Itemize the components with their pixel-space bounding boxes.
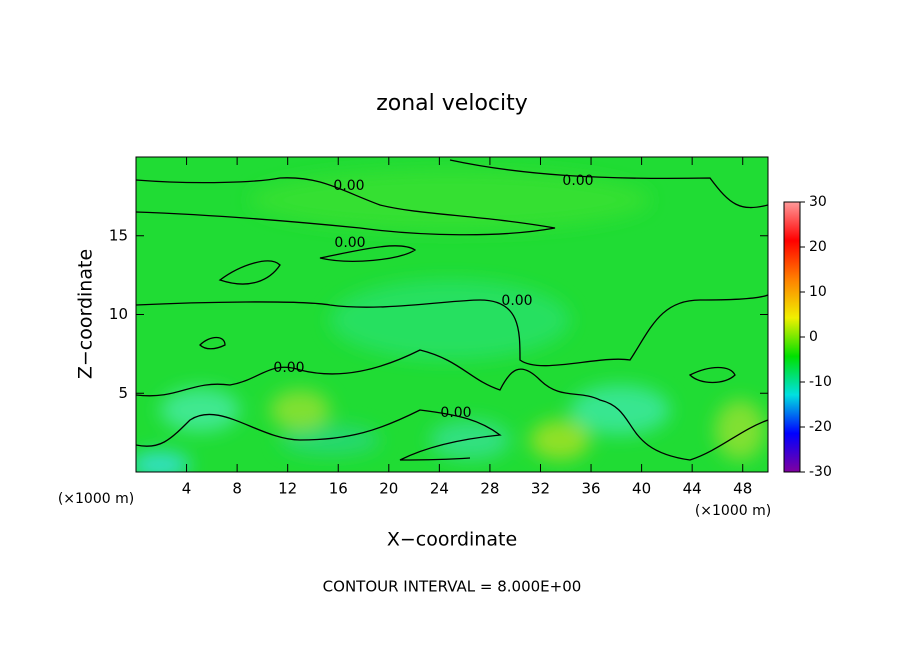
colorbar-tick-label: -10	[809, 374, 832, 390]
x-tick-label: 12	[278, 480, 297, 498]
x-tick-label: 8	[232, 480, 242, 498]
contour-line	[136, 409, 502, 461]
y-tick-label: 5	[118, 384, 128, 402]
colorbar-tick-label: 20	[809, 239, 827, 255]
colorbar	[783, 201, 801, 473]
field	[136, 157, 768, 472]
x-tick-label: 32	[531, 480, 550, 498]
y-axis-label: Z−coordinate	[75, 249, 97, 379]
contour-line	[449, 159, 768, 209]
x-tick-label: 20	[379, 480, 398, 498]
colorbar-tick-label: 30	[809, 194, 827, 210]
x-tick-label: 24	[430, 480, 449, 498]
contour-label: 0.00	[562, 173, 593, 189]
y-tick-label: 10	[109, 305, 128, 323]
colorbar-tick-label: -20	[809, 419, 832, 435]
x-tick-label: 48	[733, 480, 752, 498]
contour-label: 0.00	[440, 405, 471, 421]
x-unit: (×1000 m)	[695, 503, 771, 519]
chart-title: zonal velocity	[376, 91, 528, 116]
contour-label: 0.00	[333, 178, 364, 194]
contour-label: 0.00	[501, 293, 532, 309]
x-tick-label: 44	[683, 480, 702, 498]
contour-line	[136, 177, 556, 236]
x-tick-label: 16	[329, 480, 348, 498]
x-tick-label: 36	[581, 480, 600, 498]
contour-line	[199, 245, 736, 384]
annotation: CONTOUR INTERVAL = 8.000E+00	[323, 578, 582, 596]
x-axis-label: X−coordinate	[387, 529, 517, 551]
contour-line	[136, 349, 768, 461]
x-tick-label: 40	[632, 480, 651, 498]
contour-line	[136, 294, 768, 367]
contour-label: 0.00	[334, 235, 365, 251]
x-tick-label: 4	[182, 480, 192, 498]
colorbar-tick-label: -30	[809, 464, 832, 480]
colorbar-tick-label: 10	[809, 284, 827, 300]
y-tick-label: 15	[109, 226, 128, 244]
x-tick-label: 28	[480, 480, 499, 498]
colorbar-tick-label: 0	[809, 329, 818, 345]
x-unit: (×1000 m)	[58, 491, 134, 507]
contour-label: 0.00	[273, 360, 304, 376]
